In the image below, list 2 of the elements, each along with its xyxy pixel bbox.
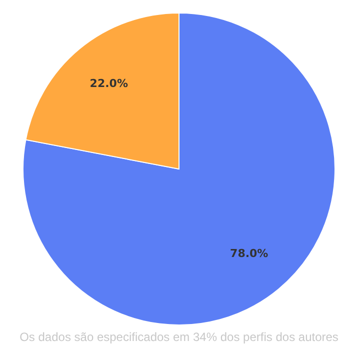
data-label: 22.0% (90, 77, 128, 90)
data-label: 78.0% (230, 246, 268, 260)
